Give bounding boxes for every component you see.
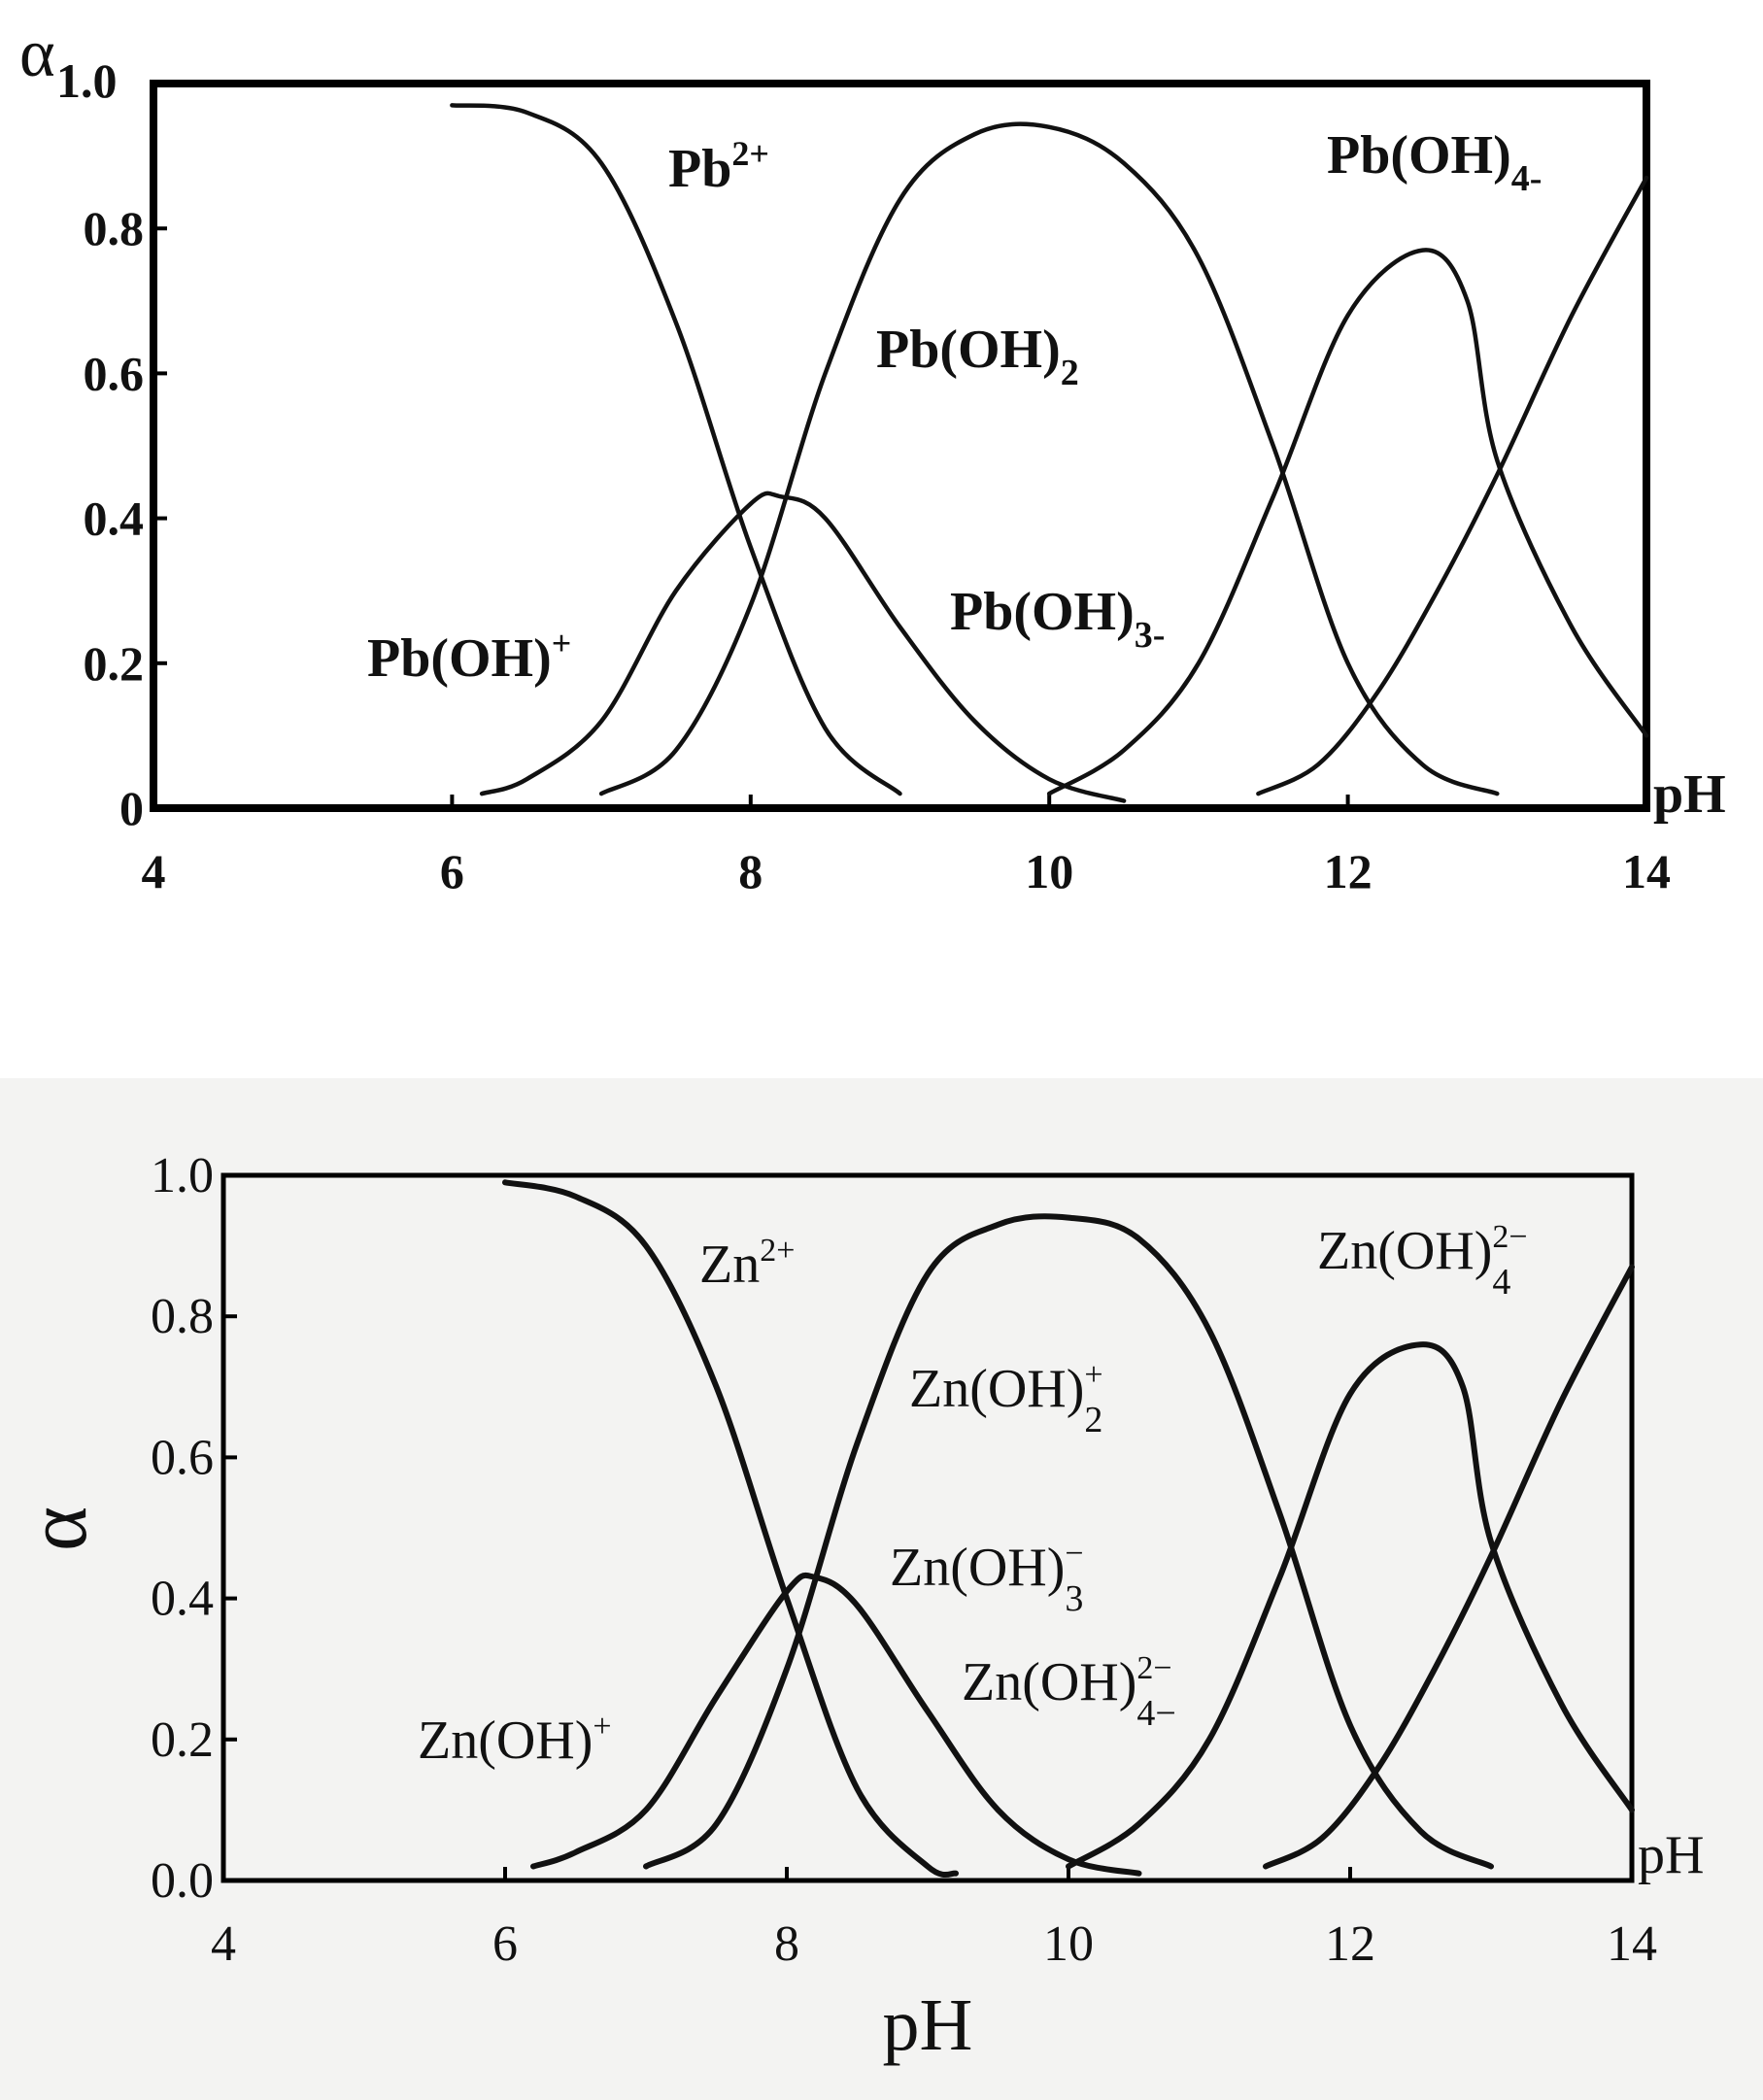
series-line-1 [450, 103, 902, 796]
zinc-chart-svg: 4 6 8 10 12 14 0.0 0.2 0.4 0.6 0.8 1.0 α pH pH Zn2+ Zn(O… [11, 1148, 1704, 2066]
plot-frame [150, 80, 1650, 812]
y-tick-label: 0.2 [84, 636, 145, 691]
lead-chart-svg: 4 6 8 10 12 14 0 0.2 0.4 0.6 0.8 α 1.0 pH Pb2+ Pb(OH)+ P… [19, 17, 1726, 898]
series-label-2: Pb(OH)+ [367, 624, 571, 689]
series-label-5: Zn(OH)2− 4 [1317, 1219, 1528, 1303]
x-axis-title: pH [1653, 764, 1726, 825]
y-tick-label: 0.4 [151, 1572, 214, 1627]
zinc-speciation-chart: 4 6 8 10 12 14 0.0 0.2 0.4 0.6 0.8 1.0 α pH pH Zn2+ Zn(O… [0, 1078, 1763, 2100]
series-label-4: Pb(OH)3- [950, 582, 1165, 656]
y-axis-title: α [11, 1507, 105, 1551]
y-tick-label: 0.8 [84, 201, 145, 255]
x-tick-label: 14 [1622, 844, 1671, 898]
series-line-2 [479, 491, 1127, 803]
y-tick-label: 0.6 [151, 1430, 214, 1485]
y-tick-label: 0.0 [151, 1853, 214, 1909]
series-label-1: Zn2+ [699, 1233, 795, 1295]
lead-speciation-chart: 4 6 8 10 12 14 0 0.2 0.4 0.6 0.8 α 1.0 pH Pb2+ Pb(OH)+ P… [0, 0, 1763, 971]
x-tick-label: 4 [211, 1916, 236, 1972]
plot-frame [220, 1172, 1635, 1883]
x-axis-title: pH [883, 1984, 973, 2066]
y-tick-label: 0.8 [151, 1289, 214, 1344]
y-tick-label: 0.4 [84, 491, 145, 546]
x-tick-label: 10 [1043, 1916, 1094, 1972]
series-label-5: Pb(OH)4‑ [1327, 125, 1542, 199]
x-tick-label: 6 [440, 844, 464, 898]
series-line-1 [502, 1179, 959, 1879]
x-tick-label: 14 [1607, 1916, 1657, 1972]
series-label-2: Zn(OH)+ [418, 1709, 612, 1771]
x-tick-label: 8 [774, 1916, 799, 1972]
x-tick-label: 4 [142, 844, 166, 898]
series-label-4: Zn(OH)− 3 [890, 1536, 1084, 1619]
y-tick-label: 1.0 [151, 1148, 214, 1203]
series-line-4 [1046, 248, 1649, 796]
series-label-3: Zn(OH)+ 2 [909, 1357, 1103, 1440]
extra-series-label: Zn(OH)2− 4− [962, 1650, 1176, 1734]
series-line-5 [1263, 1264, 1635, 1870]
y-tick-label: 0.6 [84, 346, 145, 400]
series-line-3 [598, 121, 1500, 796]
x-tick-label: 6 [492, 1916, 518, 1972]
series-line-4 [1066, 1341, 1635, 1870]
x-tick-label: 10 [1025, 844, 1073, 898]
y-axis-title: α [19, 17, 55, 91]
series-line-5 [1256, 175, 1649, 796]
x-axis-corner-label: pH [1638, 1825, 1704, 1885]
y-tick-label: 0.2 [151, 1712, 214, 1768]
x-tick-label: 12 [1325, 1916, 1375, 1972]
y-tick-label: 0 [119, 781, 144, 835]
x-tick-label: 8 [738, 844, 763, 898]
series-line-3 [643, 1213, 1494, 1870]
series-label-3: Pb(OH)2 [876, 320, 1079, 393]
series-label-1: Pb2+ [668, 134, 769, 199]
series-line-2 [530, 1572, 1142, 1877]
x-tick-label: 12 [1324, 844, 1373, 898]
y-tick-label: 1.0 [56, 53, 118, 108]
